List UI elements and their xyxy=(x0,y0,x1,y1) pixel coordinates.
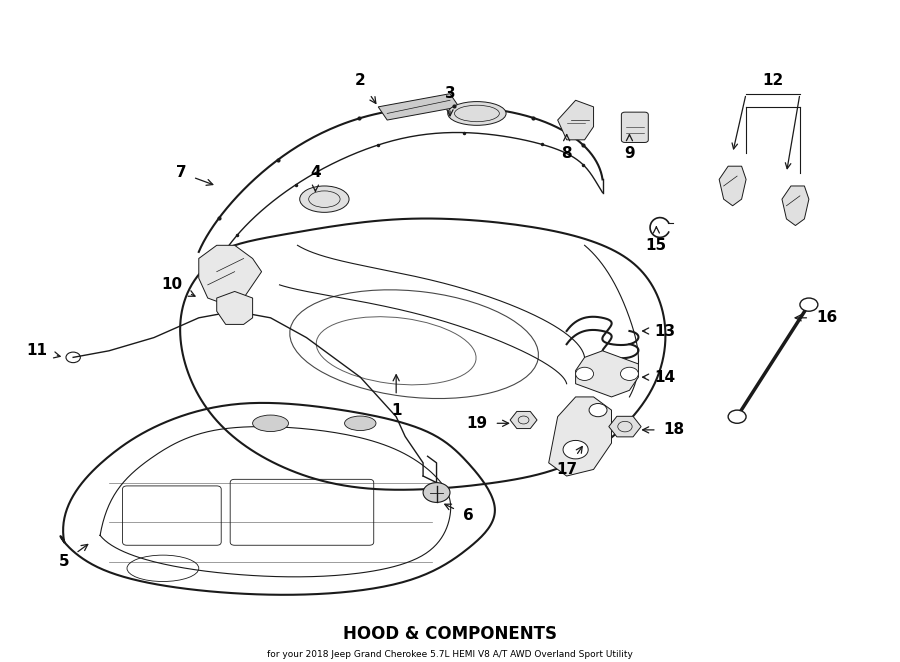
Polygon shape xyxy=(576,351,638,397)
Text: 6: 6 xyxy=(445,504,473,523)
Polygon shape xyxy=(782,186,809,226)
Text: 3: 3 xyxy=(445,86,455,116)
Polygon shape xyxy=(217,291,253,324)
Ellipse shape xyxy=(448,101,506,125)
Ellipse shape xyxy=(345,416,376,430)
Text: 1: 1 xyxy=(391,375,401,418)
Text: 19: 19 xyxy=(466,416,508,431)
Text: 15: 15 xyxy=(646,227,667,253)
Text: 4: 4 xyxy=(310,166,320,191)
Text: 9: 9 xyxy=(624,134,634,160)
Polygon shape xyxy=(719,166,746,206)
Circle shape xyxy=(800,298,818,311)
Text: 13: 13 xyxy=(643,324,676,338)
Text: 17: 17 xyxy=(556,447,582,477)
Text: 12: 12 xyxy=(762,73,784,88)
Text: for your 2018 Jeep Grand Cherokee 5.7L HEMI V8 A/T AWD Overland Sport Utility: for your 2018 Jeep Grand Cherokee 5.7L H… xyxy=(267,649,633,659)
Text: 10: 10 xyxy=(161,277,195,297)
Text: 8: 8 xyxy=(562,134,572,160)
Circle shape xyxy=(590,404,607,416)
Circle shape xyxy=(728,410,746,423)
Circle shape xyxy=(563,440,589,459)
Text: 11: 11 xyxy=(27,344,60,358)
Ellipse shape xyxy=(300,186,349,213)
Circle shape xyxy=(576,367,594,381)
Text: 16: 16 xyxy=(795,310,838,325)
Text: 7: 7 xyxy=(176,166,212,185)
Text: HOOD & COMPONENTS: HOOD & COMPONENTS xyxy=(343,625,557,643)
Polygon shape xyxy=(199,246,262,305)
Text: 14: 14 xyxy=(643,369,676,385)
Text: 2: 2 xyxy=(355,73,376,103)
FancyBboxPatch shape xyxy=(621,112,648,142)
Polygon shape xyxy=(549,397,611,476)
Text: 18: 18 xyxy=(643,422,685,438)
Circle shape xyxy=(423,483,450,502)
Ellipse shape xyxy=(253,415,289,432)
Text: 5: 5 xyxy=(58,544,87,569)
Polygon shape xyxy=(558,100,594,140)
Polygon shape xyxy=(378,94,459,120)
Circle shape xyxy=(620,367,638,381)
